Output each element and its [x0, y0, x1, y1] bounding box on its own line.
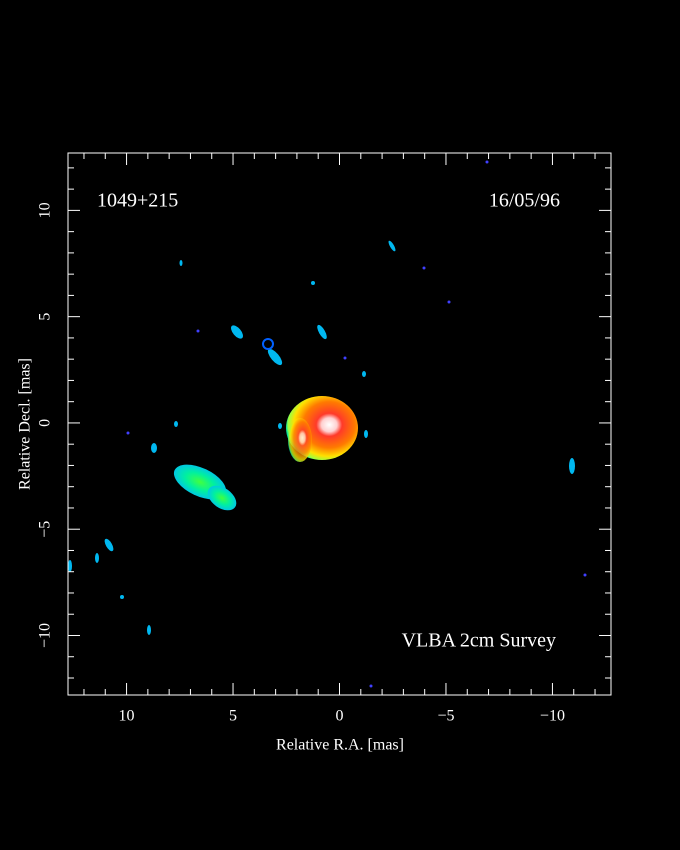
x-tick-label: −5: [437, 708, 454, 725]
date-label: 16/05/96: [489, 190, 560, 212]
x-tick-label: 0: [336, 708, 344, 725]
x-tick-label: −10: [540, 708, 565, 725]
survey-label: VLBA 2cm Survey: [402, 630, 556, 652]
y-tick-label: 0: [37, 419, 54, 427]
y-tick-label: −10: [37, 623, 54, 648]
x-tick-label: 10: [119, 708, 135, 725]
y-tick-label: −5: [37, 521, 54, 538]
y-tick-label: 5: [37, 313, 54, 321]
source-label: 1049+215: [97, 190, 178, 212]
image-features: [68, 160, 587, 688]
y-axis-label: Relative Decl. [mas]: [17, 358, 34, 490]
y-tick-label: 10: [37, 202, 54, 218]
x-tick-label: 5: [229, 708, 237, 725]
x-axis-label: Relative R.A. [mas]: [276, 737, 404, 754]
